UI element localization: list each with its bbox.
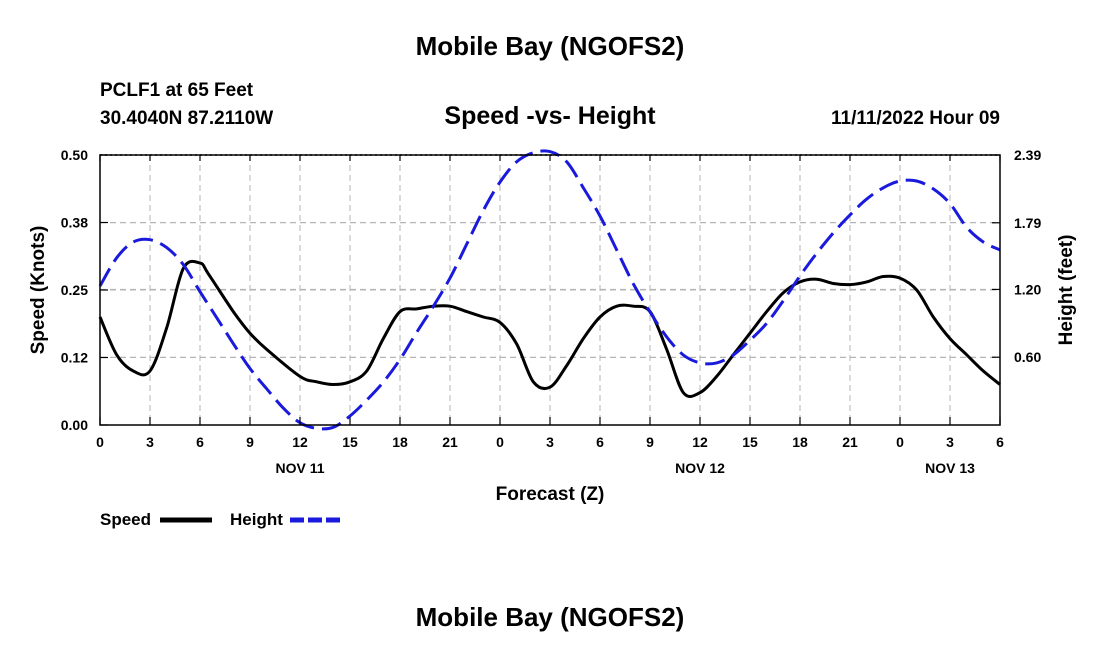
y-tick-label: 0.25: [61, 282, 88, 298]
y-axis-label: Speed (Knots): [28, 226, 49, 355]
x-tick-label: 21: [442, 434, 458, 450]
height-series-line: [98, 149, 1001, 431]
y-tick-label: 0.00: [61, 417, 88, 433]
y-tick-label: 0.12: [61, 350, 88, 366]
x-tick-label: 12: [292, 434, 308, 450]
legend-speed-label: Speed: [100, 510, 151, 529]
x-tick-label: 0: [896, 434, 904, 450]
x-tick-label: 3: [946, 434, 954, 450]
x-axis-label: Forecast (Z): [496, 484, 605, 505]
station-label: PCLF1 at 65 Feet: [100, 80, 254, 101]
y-tick-label: 0.38: [61, 215, 88, 231]
footer-title: Mobile Bay (NGOFS2): [416, 602, 685, 632]
timestamp-label: 11/11/2022 Hour 09: [831, 108, 1000, 129]
x-tick-label: 3: [546, 434, 554, 450]
x-tick-label: 12: [692, 434, 708, 450]
axes-group: 0 3 6 9 12 15 18 21 0 3 6 9 12 15 18 21 0 3 6 NOV 11 NOV 12 N…: [61, 147, 1042, 476]
x-tick-label: 3: [146, 434, 154, 450]
y2-tick-label: 0.60: [1014, 349, 1041, 365]
coordinates-label: 30.4040N 87.2110W: [100, 108, 273, 129]
x-tick-label: 21: [842, 434, 858, 450]
x-date-label: NOV 12: [675, 460, 725, 476]
x-tick-label: 18: [792, 434, 808, 450]
x-tick-label: 6: [596, 434, 604, 450]
y-tick-label: 0.50: [61, 147, 88, 163]
legend-height-label: Height: [230, 510, 283, 529]
legend: Speed Height: [100, 510, 342, 529]
x-date-label: NOV 11: [275, 460, 324, 476]
chart-subtitle: Speed -vs- Height: [444, 102, 656, 130]
y2-axis-label: Height (feet): [1056, 235, 1077, 346]
series-group: [98, 149, 1001, 431]
chart-title: Mobile Bay (NGOFS2): [416, 31, 685, 61]
y2-tick-label: 1.79: [1014, 215, 1041, 231]
speed-series-line: [98, 259, 1001, 398]
x-tick-label: 9: [246, 434, 254, 450]
x-tick-label: 18: [392, 434, 408, 450]
grid-lines: [100, 154, 1000, 425]
x-tick-label: 15: [342, 434, 358, 450]
x-date-label: NOV 13: [925, 460, 975, 476]
x-tick-label: 9: [646, 434, 654, 450]
x-tick-label: 6: [196, 434, 204, 450]
x-tick-label: 0: [496, 434, 504, 450]
y2-tick-label: 2.39: [1014, 147, 1041, 163]
x-tick-label: 6: [996, 434, 1004, 450]
x-tick-label: 15: [742, 434, 758, 450]
y2-tick-label: 1.20: [1014, 281, 1041, 297]
x-tick-label: 0: [96, 434, 104, 450]
